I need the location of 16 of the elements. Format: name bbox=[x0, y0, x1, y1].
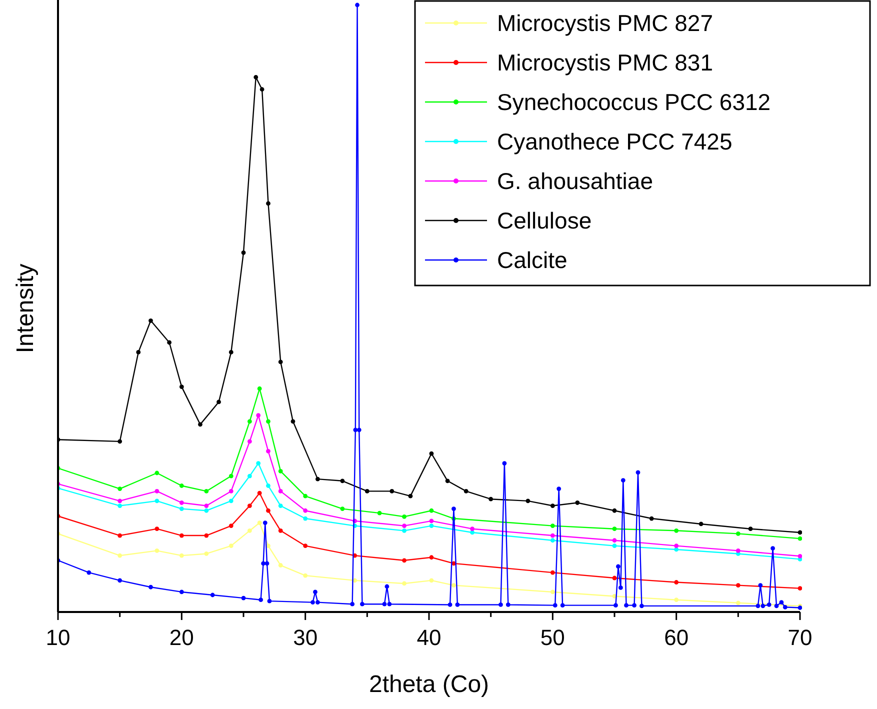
x-tick-label: 10 bbox=[46, 625, 70, 650]
x-tick-label: 40 bbox=[416, 625, 442, 650]
legend-label: Microcystis PMC 831 bbox=[497, 50, 713, 76]
x-tick-label: 50 bbox=[540, 625, 565, 650]
legend-label: Cyanothece PCC 7425 bbox=[497, 128, 732, 154]
legend-label: Calcite bbox=[497, 247, 568, 273]
x-tick-label: 70 bbox=[788, 625, 812, 650]
x-tick-label: 60 bbox=[664, 625, 689, 650]
x-tick-label: 20 bbox=[169, 625, 194, 650]
y-axis-title: Intensity bbox=[12, 264, 39, 354]
legend-label: Synechococcus PCC 6312 bbox=[497, 89, 771, 115]
x-axis-title: 2theta (Co) bbox=[368, 671, 490, 698]
legend-label: G. ahousahtiae bbox=[497, 168, 654, 194]
x-tick-label: 30 bbox=[293, 625, 318, 650]
legend-label: Cellulose bbox=[497, 208, 592, 234]
legend-label: Microcystis PMC 827 bbox=[497, 10, 713, 36]
